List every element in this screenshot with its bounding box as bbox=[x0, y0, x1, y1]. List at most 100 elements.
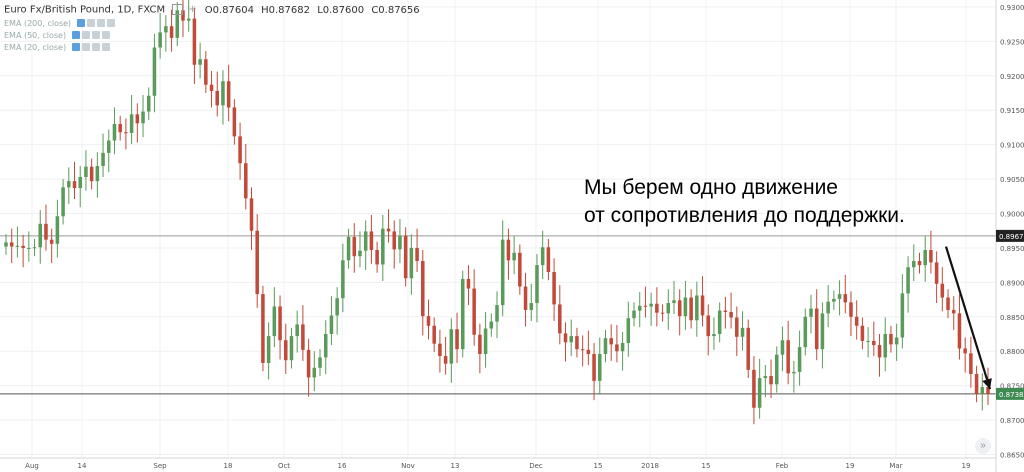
candle-body bbox=[700, 295, 705, 316]
candle-body bbox=[866, 340, 870, 342]
candle-body bbox=[158, 32, 162, 48]
x-tick-label: Aug bbox=[25, 462, 39, 470]
candle-body bbox=[198, 59, 202, 65]
symbol-title[interactable]: Euro Fx/British Pound, 1D, FXCM bbox=[4, 4, 166, 16]
candle-body bbox=[597, 354, 602, 381]
candle-body bbox=[112, 123, 117, 141]
high-value: H0.87682 bbox=[261, 4, 310, 16]
candle-body bbox=[592, 354, 596, 381]
candle-body bbox=[432, 325, 436, 344]
candle-body bbox=[49, 239, 54, 244]
candle-body bbox=[38, 223, 43, 248]
trend-arrow bbox=[944, 246, 992, 390]
candle-body bbox=[912, 261, 916, 268]
candle-body bbox=[323, 334, 328, 358]
y-tick-label: 0.86500 bbox=[1000, 452, 1024, 460]
candle-body bbox=[84, 166, 88, 178]
candles bbox=[4, 0, 990, 425]
indicator-label: EMA (200, close) bbox=[4, 18, 72, 28]
candle-body bbox=[729, 311, 733, 318]
indicator-ema-50[interactable]: EMA (50, close) bbox=[4, 31, 420, 40]
candle-body bbox=[506, 239, 511, 261]
candle-body bbox=[335, 298, 339, 316]
indicator-buttons[interactable] bbox=[72, 31, 112, 39]
candle-body bbox=[301, 324, 305, 350]
candle-body bbox=[712, 334, 716, 337]
candle-body bbox=[632, 310, 636, 319]
candle-body bbox=[438, 343, 442, 357]
indicator-buttons[interactable] bbox=[72, 43, 112, 51]
candle-body bbox=[986, 387, 990, 394]
candle-body bbox=[67, 181, 71, 188]
candle-body bbox=[740, 327, 745, 337]
candle-body bbox=[774, 354, 779, 385]
candle-body bbox=[500, 239, 505, 306]
open-value: O0.87604 bbox=[204, 4, 254, 16]
candle-body bbox=[540, 247, 545, 266]
candle-body bbox=[192, 18, 197, 65]
candle-body bbox=[9, 242, 14, 247]
time-axis[interactable]: Aug 14 Sep 18 Oct 16 Nov 13 Dec 15 2018 15 Feb 19 Mar 1… bbox=[0, 457, 996, 470]
candle-body bbox=[392, 231, 397, 250]
candle-body bbox=[186, 18, 191, 21]
candle-body bbox=[483, 328, 488, 355]
resistance-price-label: 0.89675 bbox=[999, 233, 1024, 241]
candle-body bbox=[289, 336, 294, 361]
add-icon[interactable]: + bbox=[188, 4, 197, 15]
candle-body bbox=[152, 47, 157, 96]
candle-body bbox=[575, 336, 579, 350]
candle-body bbox=[221, 81, 225, 106]
candle-body bbox=[312, 367, 317, 378]
candle-body bbox=[683, 297, 688, 317]
candle-body bbox=[854, 316, 859, 326]
indicator-ema-200[interactable]: EMA (200, close) bbox=[4, 19, 420, 28]
candle-body bbox=[169, 26, 174, 38]
x-tick-label: 18 bbox=[224, 462, 233, 470]
candle-body bbox=[55, 216, 60, 244]
chart-legend: Euro Fx/British Pound, 1D, FXCM + O0.876… bbox=[4, 4, 420, 52]
candle-body bbox=[141, 111, 145, 124]
candle-body bbox=[552, 272, 556, 305]
x-tick-label: 2018 bbox=[641, 462, 659, 470]
candle-body bbox=[409, 247, 414, 279]
candle-body bbox=[946, 297, 950, 310]
candle-body bbox=[295, 324, 299, 337]
candle-body bbox=[626, 318, 631, 343]
candle-body bbox=[272, 306, 277, 337]
candle-body bbox=[529, 303, 534, 310]
candle-body bbox=[963, 348, 967, 354]
candle-body bbox=[232, 107, 237, 137]
price-labels: 0.89675 0.87381 bbox=[996, 229, 1024, 400]
candle-body bbox=[906, 267, 910, 294]
candle-body bbox=[369, 231, 374, 251]
settings-square-icon[interactable] bbox=[172, 4, 184, 15]
scroll-to-realtime-button[interactable]: » bbox=[975, 438, 991, 454]
candle-body bbox=[735, 317, 739, 337]
candle-body bbox=[386, 228, 391, 232]
indicator-buttons[interactable] bbox=[77, 19, 117, 27]
candle-body bbox=[837, 294, 842, 299]
candle-body bbox=[655, 303, 659, 313]
candle-body bbox=[780, 340, 785, 355]
candle-body bbox=[89, 166, 94, 182]
x-tick-label: Feb bbox=[776, 462, 789, 470]
candle-body bbox=[757, 378, 762, 408]
candle-body bbox=[106, 140, 111, 153]
candle-body bbox=[352, 236, 357, 257]
candle-body bbox=[129, 114, 134, 133]
candle-body bbox=[586, 349, 591, 355]
close-value: C0.87656 bbox=[371, 4, 420, 16]
candle-body bbox=[832, 298, 836, 302]
candle-body bbox=[255, 230, 259, 295]
candle-body bbox=[620, 342, 625, 352]
candle-body bbox=[238, 136, 242, 164]
candle-body bbox=[415, 247, 419, 262]
indicator-ema-20[interactable]: EMA (20, close) bbox=[4, 43, 420, 52]
candle-body bbox=[226, 81, 231, 108]
candle-body bbox=[563, 333, 568, 343]
